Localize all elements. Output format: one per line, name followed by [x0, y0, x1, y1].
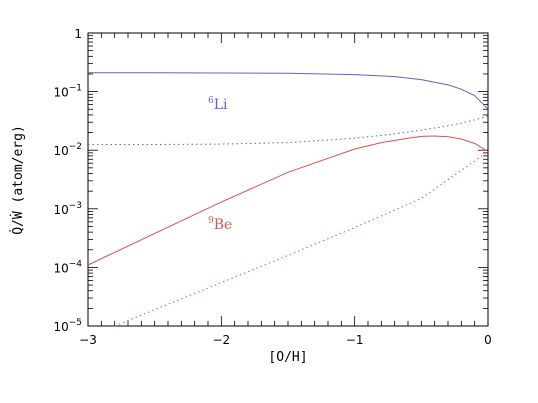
series-line-1	[88, 115, 489, 145]
y-axis-title: Q̇/Ẇ (atom/erg)	[10, 125, 26, 235]
y-tick-exponent: −2	[69, 142, 82, 152]
y-tick-base: 10	[53, 203, 68, 217]
y-tick-base: 10	[53, 86, 68, 100]
y-tick-exponent: −1	[69, 84, 82, 94]
y-tick-exponent: −5	[69, 318, 82, 328]
annotation-layer: 6Li 9Be	[208, 96, 232, 233]
y-tick-base: 10	[53, 144, 68, 158]
y-tick-label: 10−1	[53, 84, 82, 100]
x-tick-label: −1	[346, 333, 364, 347]
x-tick-label: 0	[484, 333, 492, 347]
x-axis-title: [O/H]	[268, 350, 307, 365]
y-tick-label: 1	[74, 27, 82, 41]
annotation-superscript: 6	[208, 96, 214, 106]
annotation-text: Be	[214, 217, 233, 233]
series-line-2	[87, 135, 489, 266]
y-tick-label: 10−3	[53, 201, 82, 217]
series-layer	[87, 72, 489, 327]
series-annotation: 6Li	[208, 96, 228, 113]
series-annotation: 9Be	[208, 216, 232, 233]
ticks: −3 −2 −1 010−510−410−310−210−11	[53, 27, 491, 347]
y-tick-exponent: −4	[69, 259, 83, 269]
y-tick-base: 10	[53, 261, 68, 275]
annotation-text: Li	[214, 97, 228, 113]
y-tick-exponent: −3	[69, 201, 82, 211]
x-tick-label: −2	[212, 333, 230, 347]
y-tick-base: 1	[74, 27, 82, 41]
series-line-0	[88, 72, 489, 110]
y-tick-label: 10−2	[53, 142, 82, 158]
plot-frame	[87, 32, 489, 327]
y-tick-label: 10−5	[53, 318, 82, 334]
x-tick-label: −3	[79, 333, 97, 347]
y-tick-base: 10	[53, 320, 68, 334]
y-tick-label: 10−4	[53, 259, 82, 275]
annotation-superscript: 9	[208, 216, 214, 226]
series-line-3	[114, 151, 489, 327]
